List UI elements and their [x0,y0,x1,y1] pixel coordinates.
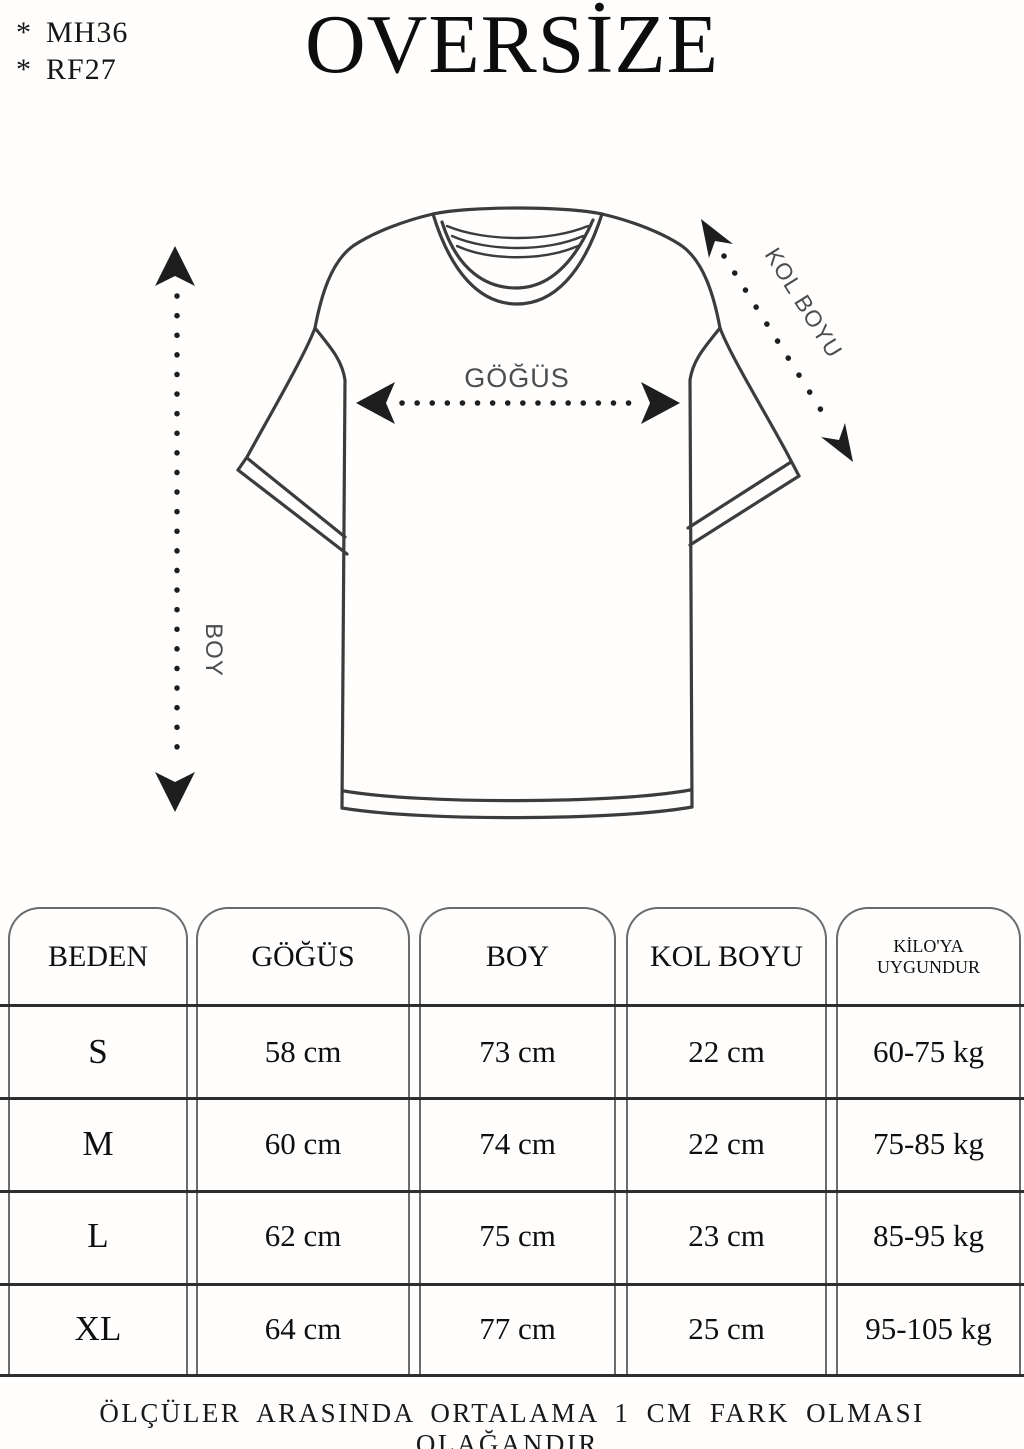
table-column-boy: BOY 73 cm 74 cm 75 cm 77 cm [419,907,616,1375]
table-cell: L [87,1216,109,1256]
table-column-kilo: KİLO'YA UYGUNDUR 60-75 kg 75-85 kg 85-95… [836,907,1021,1375]
table-column-kol-boyu: KOL BOYU 22 cm 22 cm 23 cm 25 cm [626,907,827,1375]
product-code-line: * MH36 [16,16,129,49]
length-arrow: BOY [155,246,227,812]
arrowhead-down-icon [155,772,195,812]
column-header: KİLO'YA UYGUNDUR [877,935,980,978]
column-header: KOL BOYU [649,940,804,974]
column-header: BOY [485,940,550,974]
arrowhead-right-icon [641,382,680,424]
column-header: BEDEN [48,940,148,974]
table-cell: 23 cm [688,1218,765,1254]
arrowhead-upleft-icon [701,219,733,258]
table-cell: 74 cm [479,1125,556,1161]
arrowhead-left-icon [356,382,395,424]
table-cell: 73 cm [479,1033,556,1069]
asterisk: * [16,16,32,49]
column-header: GÖĞÜS [251,940,355,974]
table-cell: 60-75 kg [872,1033,985,1069]
tshirt-measurement-diagram: BOY GÖĞÜS KOL BOYU [155,206,853,820]
sleeve-label: KOL BOYU [760,243,848,363]
page-title: OVERSİZE [305,0,719,91]
table-column-gogus: GÖĞÜS 58 cm 60 cm 62 cm 64 cm [196,907,410,1375]
product-codes: * MH36 * RF27 [16,14,128,88]
table-cell: M [82,1123,114,1163]
table-cell: 75 cm [479,1218,556,1254]
table-cell: 60 cm [264,1125,342,1161]
table-cell: S [88,1031,108,1071]
length-label: BOY [200,623,227,677]
table-cell: 64 cm [264,1310,342,1346]
table-cell: 85-95 kg [872,1218,985,1254]
table-cell: 62 cm [264,1218,342,1254]
table-bottom-border [0,1374,1024,1377]
row-divider [0,1097,1024,1100]
footer-note: ÖLÇÜLER ARASINDA ORTALAMA 1 CM FARK OLMA… [99,1398,925,1449]
table-cell: 25 cm [688,1310,765,1346]
table-cell: 95-105 kg [865,1310,992,1346]
arrowhead-up-icon [155,246,195,286]
chest-arrow: GÖĞÜS [356,362,680,424]
table-cell: 22 cm [688,1125,765,1161]
chest-label: GÖĞÜS [464,362,570,393]
row-divider [0,1283,1024,1286]
arrowhead-downright-icon [821,423,853,462]
row-divider [0,1004,1024,1007]
asterisk: * [16,53,32,86]
table-cell: 77 cm [479,1310,556,1346]
table-column-beden: BEDEN S M L XL [8,907,188,1375]
table-cell: 22 cm [688,1033,765,1069]
product-code-line: * RF27 [16,53,117,86]
table-cell: 58 cm [264,1033,342,1069]
row-divider [0,1190,1024,1193]
tshirt-outline [236,206,801,820]
table-cell: XL [74,1308,122,1348]
table-cell: 75-85 kg [872,1125,985,1161]
